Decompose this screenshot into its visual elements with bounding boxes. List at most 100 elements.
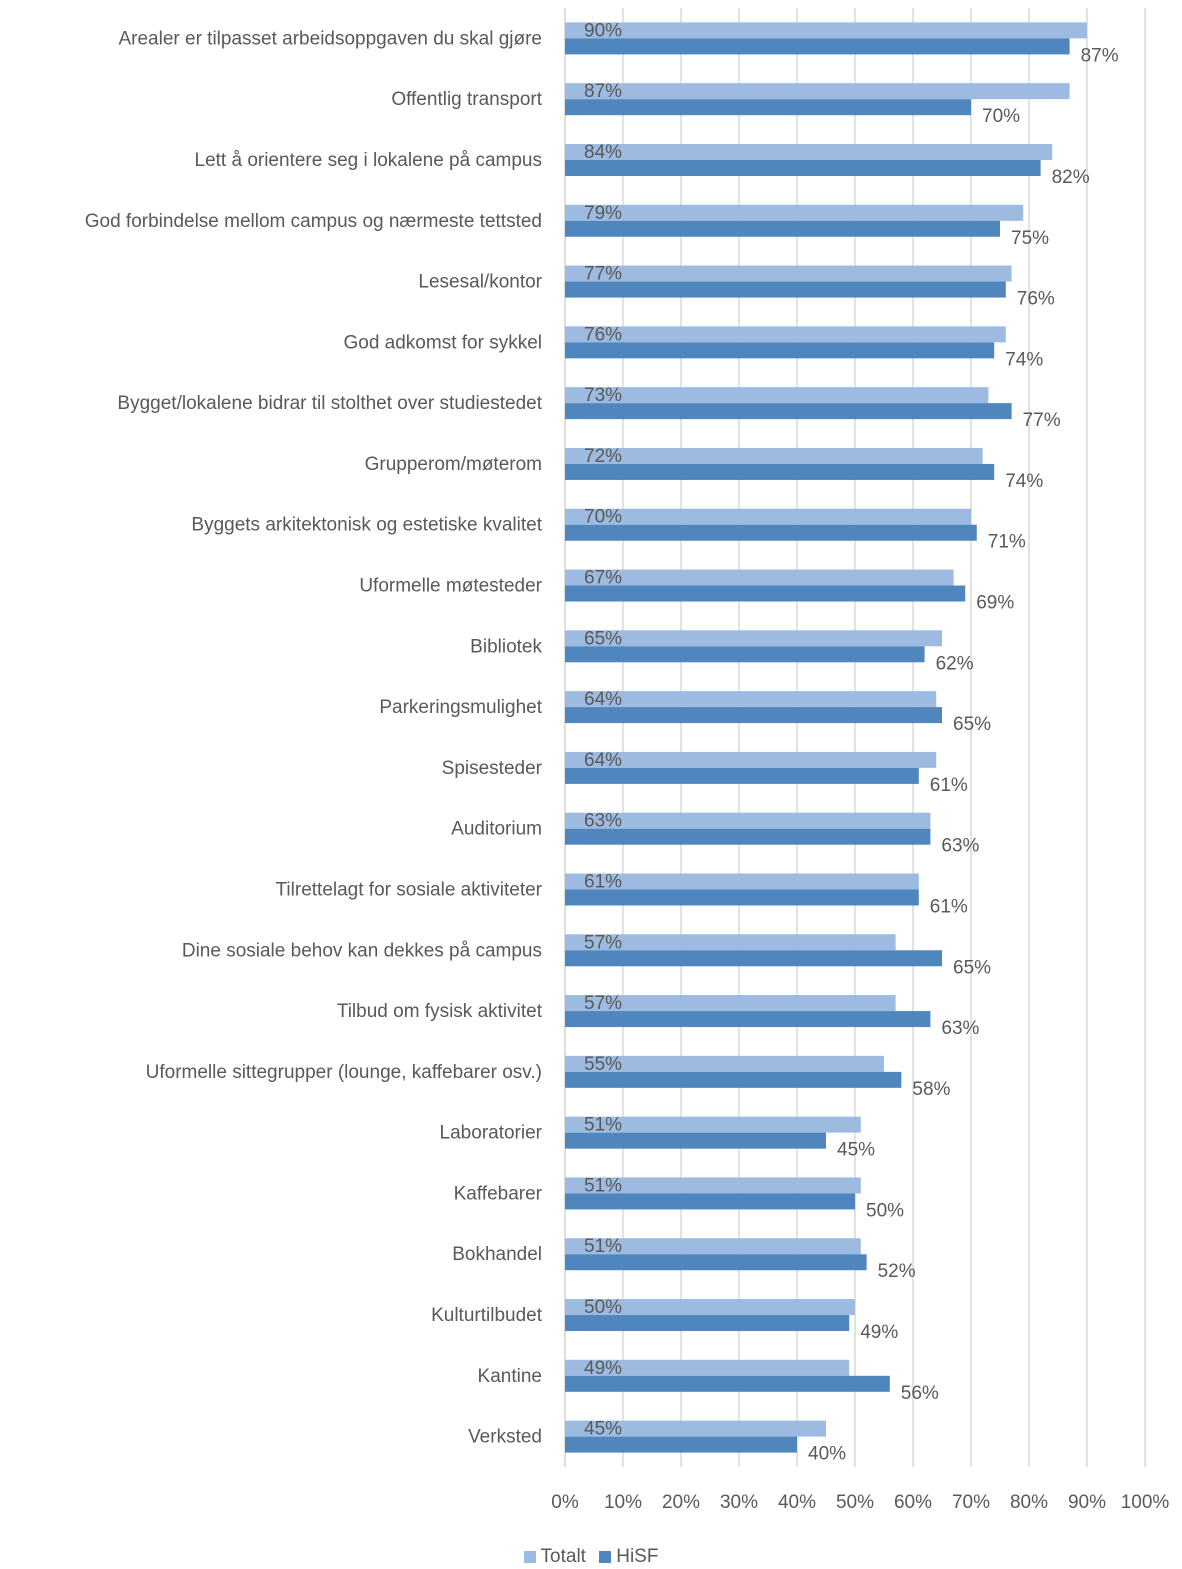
bar-totalt	[565, 508, 971, 525]
value-label-hisf: 52%	[878, 1261, 916, 1282]
bar-hisf	[565, 220, 1000, 237]
category-label: Lesesal/kontor	[418, 272, 542, 293]
value-label-hisf: 61%	[930, 775, 968, 796]
category-label: Kaffebarer	[454, 1183, 543, 1204]
category-label: Arealer er tilpasset arbeidsoppgaven du …	[118, 28, 542, 49]
bar-totalt	[565, 1055, 884, 1072]
category-label: Uformelle møtesteder	[359, 576, 542, 597]
bar-totalt	[565, 265, 1012, 282]
value-label-hisf: 45%	[837, 1140, 875, 1161]
x-tick-label: 60%	[894, 1492, 932, 1513]
bar-totalt	[565, 630, 942, 647]
x-tick-label: 80%	[1010, 1492, 1048, 1513]
bar-hisf	[565, 889, 919, 906]
bar-hisf	[565, 1315, 850, 1332]
value-label-hisf: 74%	[1005, 471, 1043, 492]
value-label-totalt: 57%	[584, 993, 622, 1014]
legend-swatch-hisf	[599, 1551, 612, 1563]
bar-hisf	[565, 1071, 902, 1088]
value-label-totalt: 45%	[584, 1419, 622, 1440]
bar-hisf	[565, 1193, 855, 1210]
category-label: God forbindelse mellom campus og nærmest…	[85, 211, 542, 232]
value-label-totalt: 51%	[584, 1236, 622, 1257]
x-tick-label: 90%	[1068, 1492, 1106, 1513]
bar-totalt	[565, 995, 896, 1012]
legend-swatch-totalt	[523, 1551, 536, 1563]
bar-hisf	[565, 950, 942, 967]
category-label: Byggets arkitektonisk og estetiske kvali…	[191, 515, 542, 536]
value-label-totalt: 64%	[584, 750, 622, 771]
value-label-totalt: 79%	[584, 203, 622, 224]
value-label-hisf: 49%	[860, 1322, 898, 1343]
category-label: Bokhandel	[452, 1244, 542, 1265]
bar-totalt	[565, 1359, 850, 1376]
bar-totalt	[565, 1299, 855, 1316]
legend-label-totalt: Totalt	[540, 1546, 586, 1567]
value-label-hisf: 62%	[936, 653, 974, 674]
value-label-hisf: 63%	[941, 836, 979, 857]
category-label: God adkomst for sykkel	[343, 332, 542, 353]
bar-totalt	[565, 204, 1024, 221]
bar-hisf	[565, 1132, 826, 1149]
value-label-hisf: 74%	[1005, 349, 1043, 370]
bar-hisf	[565, 828, 931, 845]
x-tick-label: 100%	[1121, 1492, 1170, 1513]
bar-totalt	[565, 873, 919, 890]
category-label: Tilbud om fysisk aktivitet	[337, 1001, 543, 1022]
bar-hisf	[565, 159, 1041, 176]
bar-hisf	[565, 767, 919, 784]
category-label: Tilrettelagt for sosiale aktiviteter	[276, 879, 543, 900]
legend-item-hisf: HiSF	[599, 1546, 658, 1568]
bar-totalt	[565, 326, 1006, 343]
value-label-totalt: 63%	[584, 811, 622, 832]
category-label: Bygget/lokalene bidrar til stolthet over…	[117, 393, 542, 414]
value-label-totalt: 65%	[584, 628, 622, 649]
bar-hisf	[565, 1011, 931, 1028]
category-label: Laboratorier	[440, 1123, 543, 1144]
value-label-hisf: 58%	[912, 1079, 950, 1100]
value-label-hisf: 77%	[1023, 410, 1061, 431]
value-label-totalt: 73%	[584, 385, 622, 406]
category-label: Auditorium	[451, 819, 542, 840]
value-label-hisf: 75%	[1011, 228, 1049, 249]
x-tick-label: 0%	[551, 1492, 579, 1513]
bar-totalt	[565, 691, 937, 708]
gridlines	[564, 8, 1146, 1467]
bar-hisf	[565, 707, 942, 724]
value-label-totalt: 51%	[584, 1115, 622, 1136]
bar-hisf	[565, 1254, 867, 1271]
value-label-hisf: 87%	[1081, 45, 1119, 66]
value-label-hisf: 82%	[1052, 167, 1090, 188]
value-label-totalt: 76%	[584, 324, 622, 345]
legend-label-hisf: HiSF	[616, 1546, 659, 1567]
bar-totalt	[565, 22, 1087, 39]
value-label-hisf: 69%	[976, 593, 1014, 614]
bar-hisf	[565, 646, 925, 663]
bar-totalt	[565, 387, 989, 404]
value-label-totalt: 72%	[584, 446, 622, 467]
bar-hisf	[565, 281, 1006, 298]
bar-totalt	[565, 1116, 861, 1133]
value-label-totalt: 67%	[584, 568, 622, 589]
value-label-totalt: 50%	[584, 1297, 622, 1318]
value-label-totalt: 64%	[584, 689, 622, 710]
value-label-totalt: 77%	[584, 264, 622, 285]
value-label-hisf: 63%	[941, 1018, 979, 1039]
x-tick-label: 10%	[604, 1492, 642, 1513]
value-labels: 90% 87% 87% 70% 84% 82% 79% 75% 77% 76% 76% 74% 73% 7…	[584, 20, 1119, 1464]
category-label: Parkeringsmulighet	[379, 697, 542, 718]
bar-hisf	[565, 403, 1012, 420]
value-label-totalt: 87%	[584, 81, 622, 102]
bar-totalt	[565, 812, 931, 829]
value-label-hisf: 50%	[866, 1200, 904, 1221]
x-tick-label: 30%	[720, 1492, 758, 1513]
bar-totalt	[565, 569, 954, 586]
value-label-totalt: 61%	[584, 871, 622, 892]
bar-hisf	[565, 38, 1070, 55]
value-label-hisf: 71%	[988, 532, 1026, 553]
bar-totalt	[565, 751, 937, 768]
bar-totalt	[565, 447, 983, 464]
category-labels: Arealer er tilpasset arbeidsoppgaven du …	[85, 28, 543, 1447]
bar-hisf	[565, 585, 966, 602]
category-label: Offentlig transport	[391, 89, 542, 110]
